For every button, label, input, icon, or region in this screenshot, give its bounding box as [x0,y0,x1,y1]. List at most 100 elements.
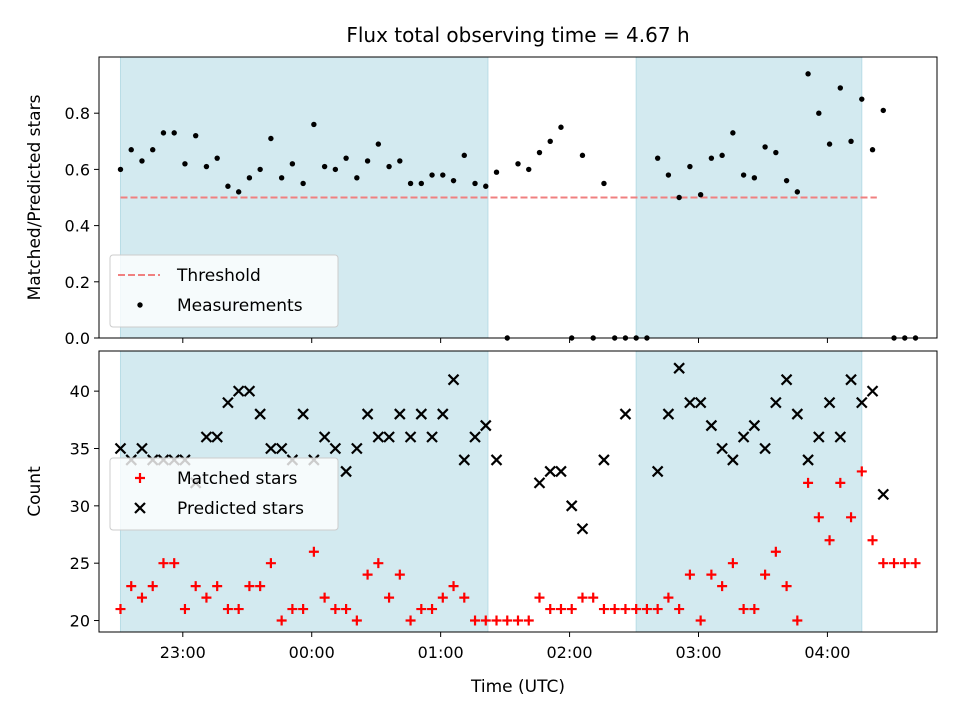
data-point [823,396,836,409]
data-point [654,155,661,161]
x-tick-label: 04:00 [804,643,850,662]
data-point [429,172,435,178]
data-point [361,408,374,420]
data-point [846,512,857,523]
plot-frame [98,56,938,339]
legend-swatch [134,502,146,514]
legend-swatch [135,473,145,483]
data-point [695,615,706,626]
data-point [407,180,414,187]
data-point [297,408,309,420]
data-point [426,431,438,443]
data-point [386,163,392,170]
data-point [255,581,266,592]
data-point [502,615,513,626]
data-point [845,373,857,386]
data-point [759,442,771,455]
data-point [601,180,607,187]
y-tick-label: 30 [70,497,90,516]
bottom-panel: 20 25 30 35 40 23:00 00:00 01:00 02:00 03:00 04:00… [25,350,938,662]
data-point [351,442,363,455]
data-point [493,169,500,175]
data-point [225,183,231,189]
data-point [243,385,256,397]
data-point [384,592,395,603]
data-point [676,194,682,201]
y-tick-label: 0.6 [65,160,90,179]
data-point [469,431,481,443]
y-tick-label: 35 [70,439,90,458]
data-point [579,152,586,159]
data-point [687,163,693,170]
y-tick-label: 0.0 [65,329,90,348]
data-point [222,604,233,615]
data-point [816,110,822,116]
data-point [684,396,696,409]
legend: Matched stars Predicted stars [109,457,339,531]
data-point [287,604,298,615]
data-point [697,191,704,198]
data-point [321,163,328,170]
data-point [835,477,846,488]
data-point [889,558,900,569]
data-point [665,172,672,178]
x-tick-label: 00:00 [289,643,335,662]
legend-swatch [137,302,143,308]
data-point [848,138,854,144]
data-point [458,454,471,466]
data-point [869,147,876,153]
data-point [343,155,349,161]
data-point [598,604,609,615]
data-point [418,180,425,187]
data-point [515,161,521,167]
data-point [577,592,588,603]
x-tick-label: 01:00 [418,643,464,662]
data-point [834,431,847,443]
measurements-series [117,71,919,341]
data-point [340,465,352,478]
data-point [397,158,403,164]
data-point [472,180,478,187]
data-point [268,135,274,142]
data-point [450,177,457,184]
data-point [588,592,599,603]
data-point [117,166,124,173]
data-point [372,431,385,443]
data-point [663,592,674,603]
data-point [211,431,223,443]
data-point [114,442,127,455]
data-point [526,166,532,173]
data-point [523,615,534,626]
data-point [171,130,177,136]
data-point [483,183,489,189]
data-point [545,604,556,615]
data-point [867,535,878,546]
data-point [300,180,306,187]
data-point [738,604,749,615]
data-point [437,592,448,603]
data-point [289,161,296,167]
data-point [147,581,158,592]
data-point [727,454,739,466]
data-point [619,408,632,420]
data-point [770,396,782,409]
data-point [651,465,664,478]
data-point [813,512,824,523]
data-point [547,138,553,144]
data-point [824,535,835,546]
data-point [737,431,750,443]
chart-title: Flux total observing time = 4.67 h [346,23,689,47]
legend-label: Matched stars [177,469,297,489]
shaded-interval-1 [635,350,863,633]
data-point [705,419,718,432]
data-point [694,396,707,409]
data-point [415,408,428,420]
data-point [278,175,285,181]
data-point [534,592,545,603]
data-point [265,442,277,455]
data-point [318,431,331,443]
data-point [760,569,771,580]
data-point [533,477,546,489]
legend-box [109,457,339,531]
data-point [598,454,610,466]
